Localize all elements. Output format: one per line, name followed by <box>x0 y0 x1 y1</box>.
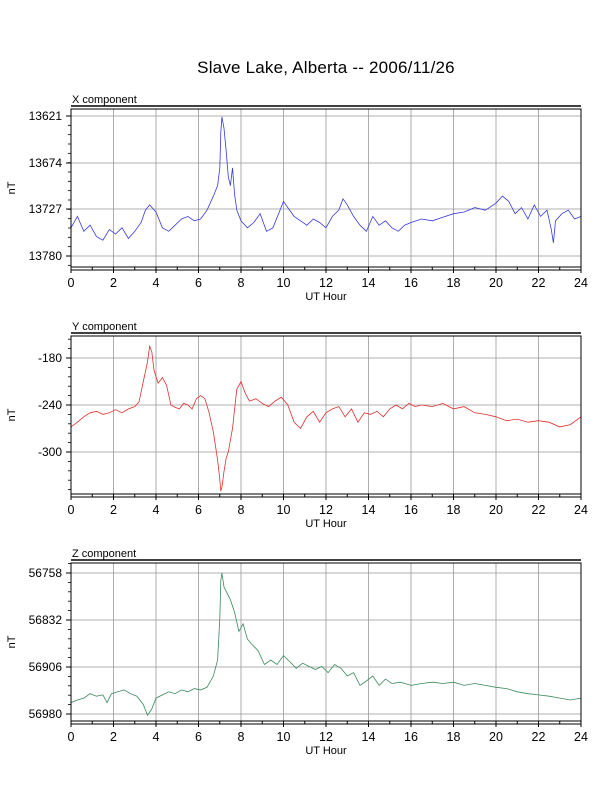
y-tick-label: 13621 <box>29 109 63 123</box>
data-line <box>70 116 582 243</box>
plot-frame <box>70 108 582 268</box>
x-tick-label: 22 <box>532 276 546 290</box>
x-axis-label: UT Hour <box>305 291 347 303</box>
x-tick-label: 6 <box>195 276 202 290</box>
x-tick-label: 10 <box>277 730 291 744</box>
x-tick-label: 0 <box>68 503 75 517</box>
x-tick-label: 10 <box>277 276 291 290</box>
y-axis-label: nT <box>6 635 18 648</box>
x-tick-label: 2 <box>110 503 117 517</box>
y-axis-label: nT <box>6 408 18 421</box>
x-tick-label: 8 <box>238 276 245 290</box>
x-tick-label: 16 <box>404 730 418 744</box>
x-tick-label: 18 <box>447 276 461 290</box>
x-tick-label: 12 <box>319 730 333 744</box>
x-tick-label: 14 <box>362 730 376 744</box>
x-tick-label: 22 <box>532 730 546 744</box>
y-tick-label: 56758 <box>29 566 63 580</box>
x-tick-label: 6 <box>195 730 202 744</box>
x-tick-label: 20 <box>489 276 503 290</box>
x-tick-label: 4 <box>153 276 160 290</box>
x-tick-label: 2 <box>110 730 117 744</box>
panel-title: X component <box>72 94 137 106</box>
y-tick-label: 56906 <box>29 660 63 674</box>
x-tick-label: 14 <box>362 276 376 290</box>
x-tick-label: 6 <box>195 503 202 517</box>
x-axis-label: UT Hour <box>305 518 347 530</box>
y-tick-label: 56980 <box>29 707 63 721</box>
y-tick-label: 13780 <box>29 249 63 263</box>
x-tick-label: 4 <box>153 730 160 744</box>
y-tick-label: 13727 <box>29 202 63 216</box>
y-tick-label: -240 <box>38 398 62 412</box>
x-tick-label: 0 <box>68 276 75 290</box>
x-tick-label: 10 <box>277 503 291 517</box>
panel-title: Y component <box>72 321 137 333</box>
x-tick-label: 18 <box>447 503 461 517</box>
x-tick-label: 8 <box>238 730 245 744</box>
y-tick-label: -300 <box>38 445 62 459</box>
x-tick-label: 20 <box>489 730 503 744</box>
x-tick-label: 8 <box>238 503 245 517</box>
x-tick-label: 16 <box>404 276 418 290</box>
y-tick-label: 56832 <box>29 613 63 627</box>
panel-title: Z component <box>72 548 136 560</box>
plot-frame <box>70 562 582 722</box>
x-tick-label: 2 <box>110 276 117 290</box>
x-tick-label: 14 <box>362 503 376 517</box>
page-title: Slave Lake, Alberta -- 2006/11/26 <box>197 58 455 77</box>
x-tick-label: 12 <box>319 276 333 290</box>
x-tick-label: 22 <box>532 503 546 517</box>
x-tick-label: 18 <box>447 730 461 744</box>
plot-frame <box>70 335 582 495</box>
y-tick-label: 13674 <box>29 156 63 170</box>
x-tick-label: 24 <box>574 276 588 290</box>
x-tick-label: 16 <box>404 503 418 517</box>
x-tick-label: 24 <box>574 730 588 744</box>
x-tick-label: 12 <box>319 503 333 517</box>
y-axis-label: nT <box>6 181 18 194</box>
x-tick-label: 4 <box>153 503 160 517</box>
data-line <box>70 344 582 492</box>
x-tick-label: 0 <box>68 730 75 744</box>
x-tick-label: 20 <box>489 503 503 517</box>
data-line <box>70 572 582 717</box>
y-tick-label: -180 <box>38 351 62 365</box>
x-tick-label: 24 <box>574 503 588 517</box>
x-axis-label: UT Hour <box>305 745 347 757</box>
